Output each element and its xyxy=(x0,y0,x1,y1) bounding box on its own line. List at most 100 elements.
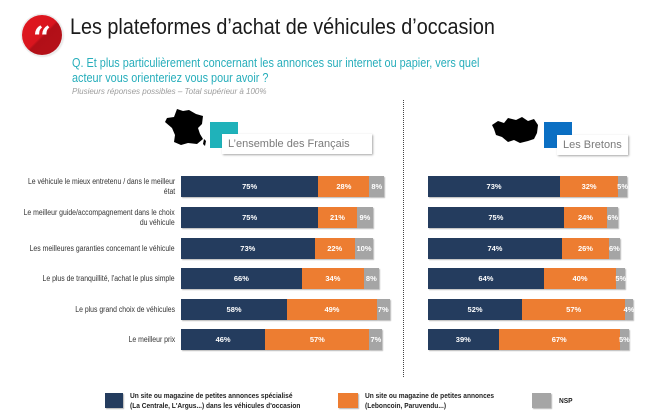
brittany-map-icon xyxy=(492,117,538,143)
data-label: 46 xyxy=(216,335,231,344)
data-label: 64 xyxy=(478,274,493,283)
panel-title-france: L’ensemble des Français xyxy=(222,134,372,154)
data-label: 26 xyxy=(578,244,593,253)
category-label-text: Le plus grand choix de véhicules xyxy=(75,304,175,314)
bar-segment-specialized: 75 xyxy=(181,176,319,197)
category-label: Le plus grand choix de véhicules xyxy=(0,299,175,320)
bar-segment-nsp: 6 xyxy=(609,238,620,259)
category-label: Le véhicule le mieux entretenu / dans le… xyxy=(0,176,175,197)
bar-segment-specialized: 75 xyxy=(428,207,564,228)
bar-segment-general: 32 xyxy=(560,176,619,197)
bar-segment-general: 57 xyxy=(522,299,626,320)
legend-swatch-general xyxy=(338,393,358,408)
survey-question-line: Q. Et plus particulièrement concernant l… xyxy=(72,56,480,70)
data-label: 74 xyxy=(487,244,502,253)
bar-segment-specialized: 39 xyxy=(428,329,499,350)
data-label: 66 xyxy=(234,274,249,283)
data-label: 75 xyxy=(242,182,257,191)
legend-label-general: Un site ou magazine de petites annonces … xyxy=(365,391,495,410)
bar-segment-nsp: 8 xyxy=(369,176,385,197)
legend-label-specialized: Un site ou magazine de petites annonces … xyxy=(130,391,301,410)
category-label-text: Le plus de tranquillité, l'achat le plus… xyxy=(42,273,175,283)
bar-segment-nsp: 5 xyxy=(615,268,626,289)
survey-note: Plusieurs réponses possibles – Total sup… xyxy=(72,87,267,96)
bar-segment-specialized: 46 xyxy=(181,329,266,350)
data-label: 5 xyxy=(615,274,626,283)
data-label: 58 xyxy=(227,305,242,314)
category-label-text: Le meilleur prix xyxy=(128,334,175,344)
data-label: 9 xyxy=(359,213,370,222)
bar-segment-nsp: 9 xyxy=(356,207,374,228)
bar-segment-general: 49 xyxy=(287,299,377,320)
legend-label-nsp: NSP xyxy=(559,396,573,405)
bar-segment-specialized: 73 xyxy=(181,238,315,259)
data-label: 73 xyxy=(240,244,255,253)
data-label: 10 xyxy=(356,244,371,253)
bar-segment-nsp: 7 xyxy=(369,329,383,350)
data-label: 4 xyxy=(623,305,634,314)
data-label: 7 xyxy=(378,305,389,314)
panel-divider xyxy=(403,100,404,377)
bar-segment-general: 24 xyxy=(563,207,608,228)
data-label: 24 xyxy=(578,213,593,222)
bar-segment-general: 40 xyxy=(543,268,617,289)
data-label: 39 xyxy=(456,335,471,344)
data-label: 22 xyxy=(327,244,342,253)
bar-segment-specialized: 75 xyxy=(181,207,319,228)
bar-segment-specialized: 73 xyxy=(428,176,561,197)
data-label: 75 xyxy=(242,213,257,222)
page-title: Les plateformes d’achat de véhicules d’o… xyxy=(70,14,495,39)
data-label: 40 xyxy=(573,274,588,283)
bar-segment-nsp: 10 xyxy=(354,238,374,259)
category-label: Les meilleures garanties concernant le v… xyxy=(0,238,175,259)
category-label-text: Les meilleures garanties concernant le v… xyxy=(30,243,175,253)
data-label: 7 xyxy=(370,335,381,344)
category-label: Le meilleur prix xyxy=(0,329,175,350)
data-label: 6 xyxy=(609,244,620,253)
category-label-text: Le véhicule le mieux entretenu / dans le… xyxy=(27,176,175,196)
data-label: 8 xyxy=(371,182,382,191)
bar-segment-nsp: 7 xyxy=(376,299,390,320)
quote-badge xyxy=(22,15,62,55)
bar-segment-specialized: 66 xyxy=(181,268,302,289)
survey-question-line: acteur vous orienteriez vous pour avoir … xyxy=(72,71,269,85)
category-label: Le meilleur guide/accompagnement dans le… xyxy=(0,207,175,228)
panel-title-bretons: Les Bretons xyxy=(557,135,628,155)
bar-segment-general: 21 xyxy=(318,207,357,228)
bar-segment-nsp: 6 xyxy=(607,207,619,228)
bar-segment-nsp: 4 xyxy=(623,299,634,320)
bar-segment-nsp: 5 xyxy=(619,329,630,350)
quote-icon xyxy=(22,18,62,58)
bar-segment-general: 22 xyxy=(314,238,355,259)
data-label: 49 xyxy=(324,305,339,314)
data-label: 73 xyxy=(487,182,502,191)
category-label-text: Le meilleur guide/accompagnement dans le… xyxy=(23,207,175,227)
bar-segment-specialized: 64 xyxy=(428,268,544,289)
france-map-icon xyxy=(165,109,206,146)
data-label: 6 xyxy=(607,213,618,222)
data-label: 52 xyxy=(468,305,483,314)
data-label: 5 xyxy=(619,335,630,344)
data-label: 28 xyxy=(336,182,351,191)
bar-segment-specialized: 52 xyxy=(428,299,523,320)
data-label: 32 xyxy=(582,182,597,191)
data-label: 34 xyxy=(325,274,340,283)
bar-segment-general: 34 xyxy=(301,268,364,289)
data-label: 75 xyxy=(488,213,503,222)
data-label: 57 xyxy=(310,335,325,344)
data-label: 5 xyxy=(617,182,628,191)
data-label: 21 xyxy=(330,213,345,222)
survey-question: Q. Et plus particulièrement concernant l… xyxy=(72,56,479,86)
data-label: 8 xyxy=(366,274,377,283)
bar-segment-general: 67 xyxy=(498,329,620,350)
bar-segment-general: 28 xyxy=(318,176,370,197)
bar-segment-general: 26 xyxy=(561,238,609,259)
bar-segment-nsp: 8 xyxy=(364,268,379,289)
bar-segment-general: 57 xyxy=(265,329,370,350)
data-label: 67 xyxy=(552,335,567,344)
data-label: 57 xyxy=(566,305,581,314)
bar-segment-specialized: 58 xyxy=(181,299,288,320)
legend-swatch-specialized xyxy=(105,393,123,408)
bar-segment-nsp: 5 xyxy=(617,176,628,197)
category-label: Le plus de tranquillité, l'achat le plus… xyxy=(0,268,175,289)
